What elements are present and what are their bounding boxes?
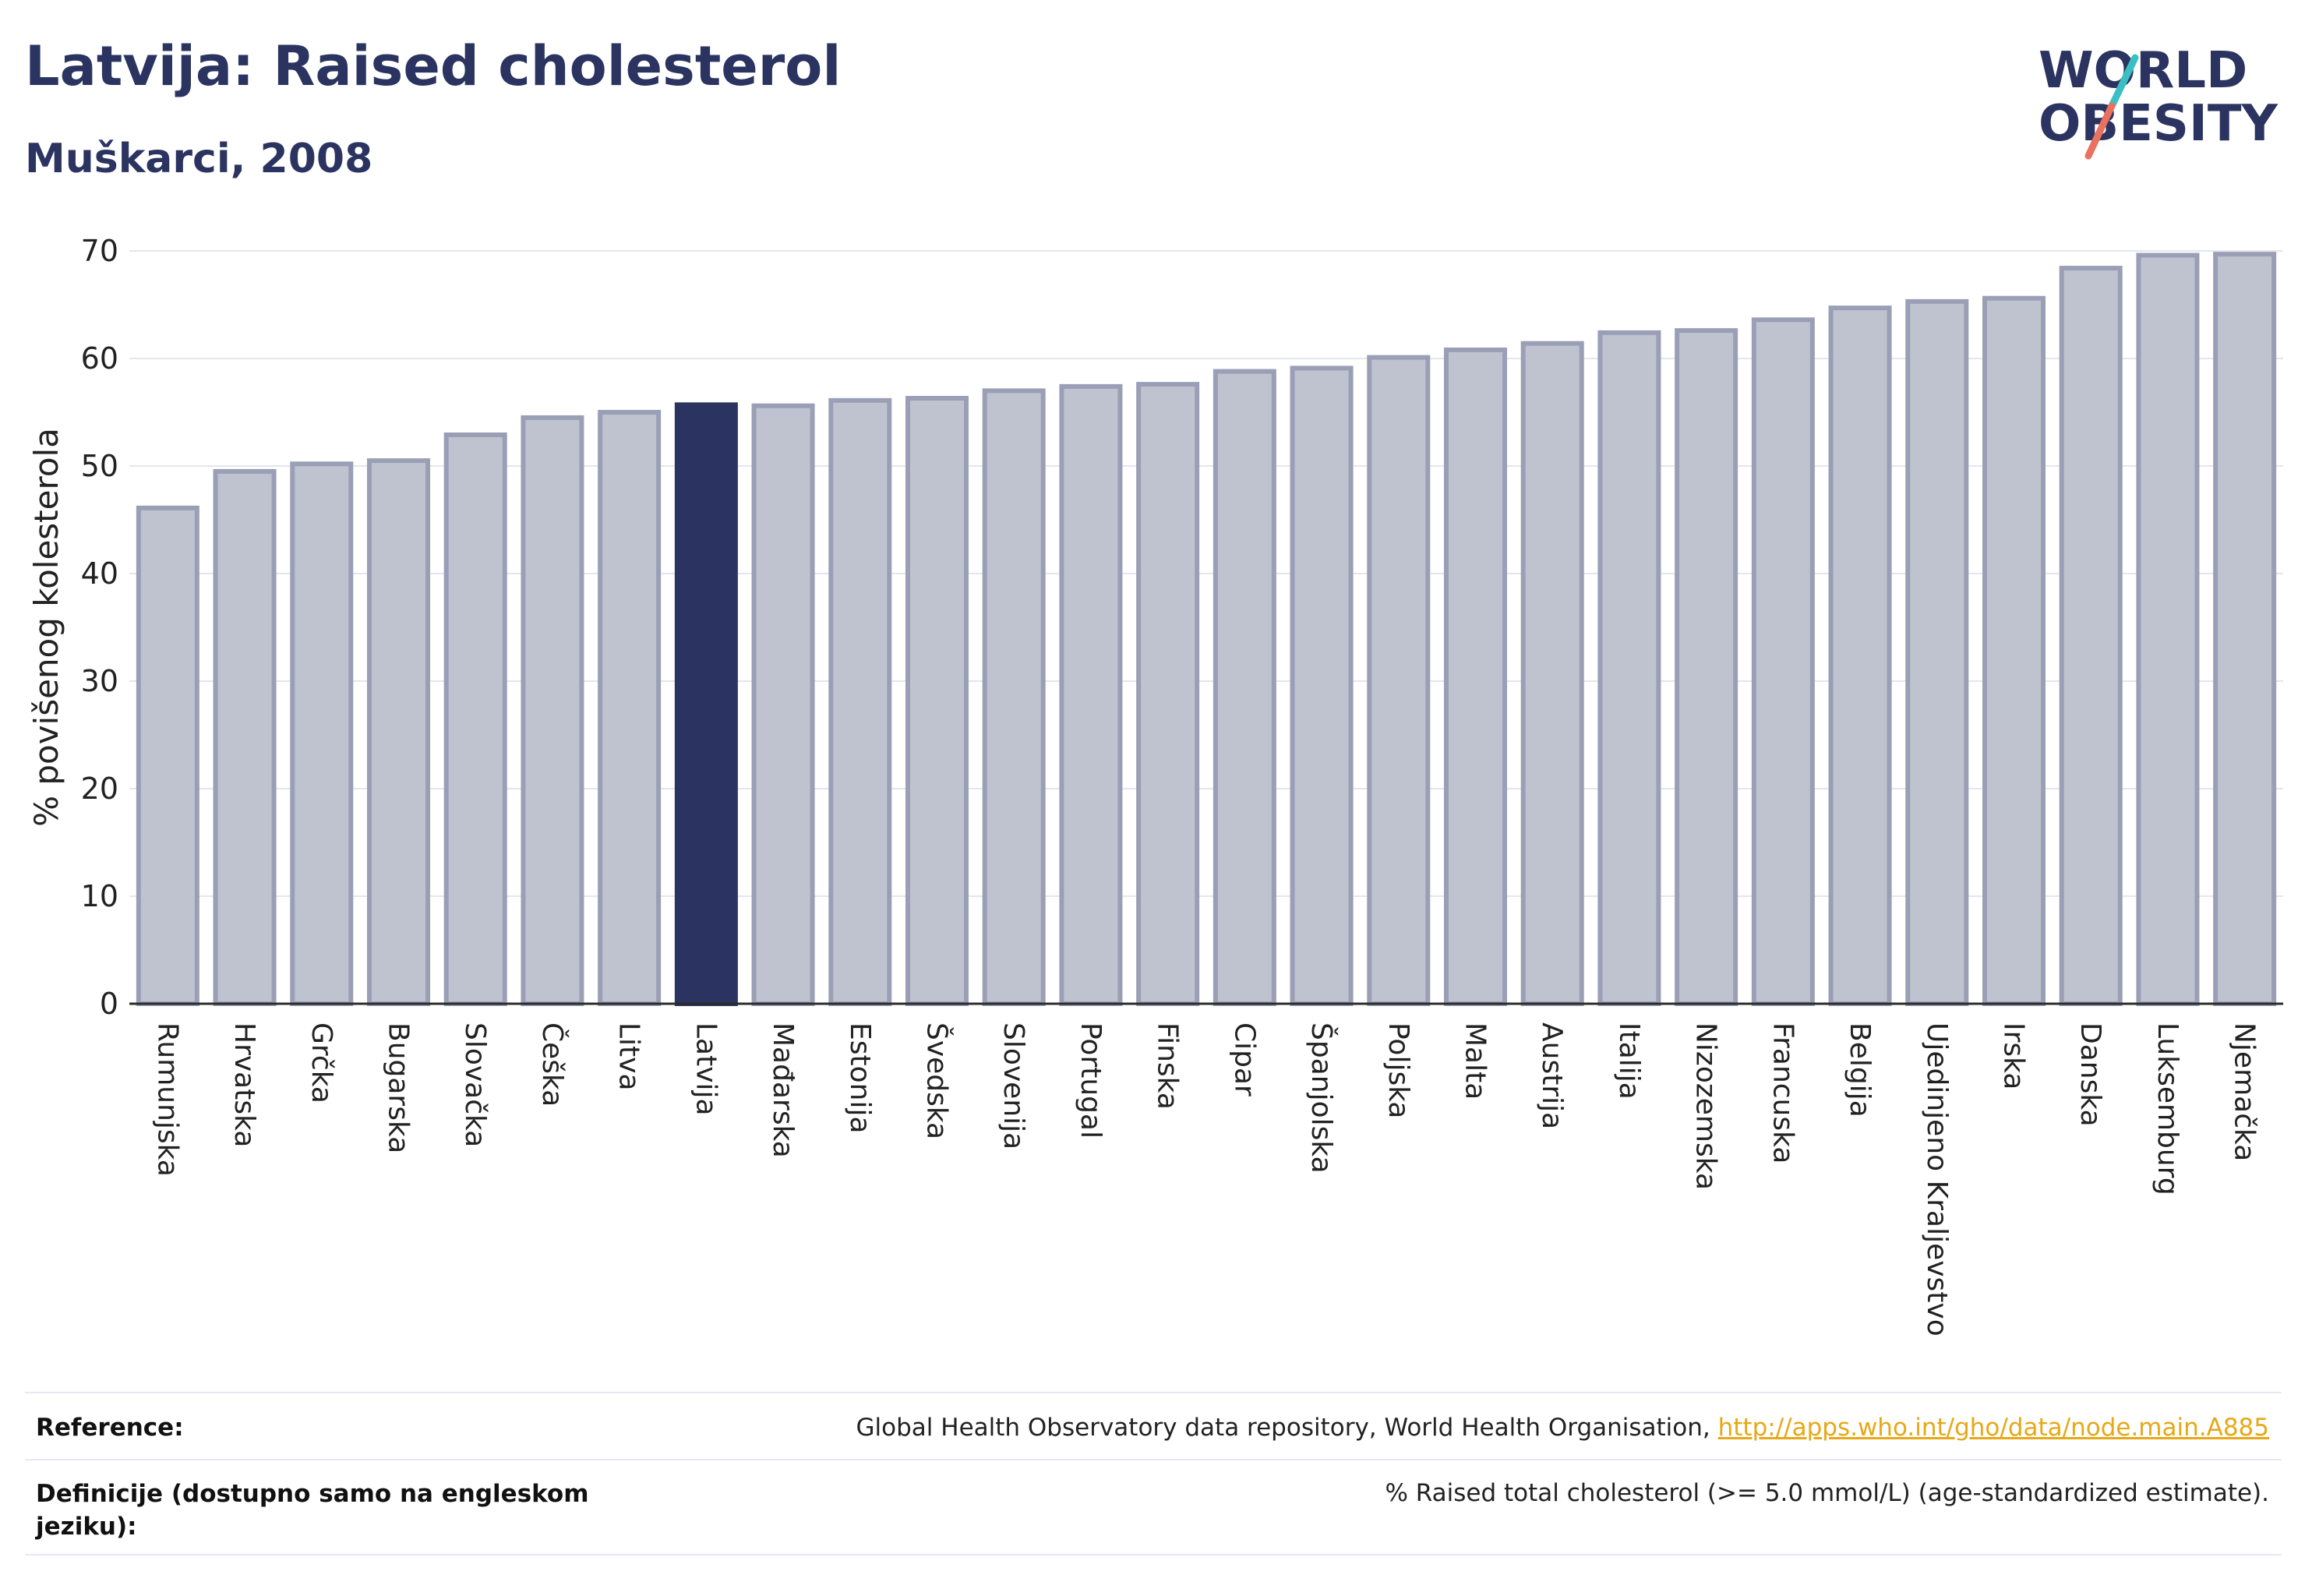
logo-slash-bottom [2084,102,2116,160]
x-tick-label: Belgija [1844,1022,1876,1118]
x-tick-label: Švedska [921,1022,954,1139]
logo-line1: WORLD [2038,42,2247,100]
x-tick-label: Finska [1152,1022,1184,1110]
bar [751,403,815,1006]
bar [1136,382,1200,1006]
x-tick-label: Luksemburg [2151,1022,2183,1195]
bar [290,461,354,1006]
y-tick-label: 40 [81,556,118,591]
y-tick-label: 20 [81,772,118,806]
x-tick-label: Hrvatska [228,1022,260,1147]
bar [2213,252,2277,1006]
page-title: Latvija: Raised cholesterol [25,34,842,98]
bar [1367,355,1431,1006]
y-tick-label: 50 [81,449,118,483]
x-tick-label: Grčka [305,1022,337,1103]
bar [598,410,662,1006]
logo-slash-top [2108,54,2139,110]
page-subtitle: Muškarci, 2008 [25,136,373,182]
x-tick-label: Italija [1613,1022,1645,1100]
bar [1059,383,1123,1006]
bar [1982,295,2046,1007]
x-tick-label: Austrija [1536,1022,1568,1129]
x-tick-label: Bugarska [383,1022,415,1153]
chart-bars [136,252,2277,1007]
world-obesity-logo: WORLD OBESITY [2038,42,2278,160]
reference-text: Global Health Observatory data repositor… [856,1414,1718,1442]
bar [443,432,507,1006]
footer-divider-top [25,1392,2282,1393]
bar [2059,266,2123,1006]
x-tick-label: Češka [536,1022,569,1107]
y-tick-label: 30 [81,664,118,698]
reference-link[interactable]: http://apps.who.int/gho/data/node.main.A… [1717,1414,2269,1442]
bar [1290,365,1354,1007]
x-tick-label: Poljska [1382,1022,1414,1119]
y-tick-label: 0 [100,987,118,1021]
x-tick-label: Nizozemska [1690,1022,1722,1190]
x-tick-label: Estonija [844,1022,876,1134]
x-tick-label: Mađarska [767,1022,799,1158]
x-tick-label: Rumunjska [151,1022,183,1177]
y-axis-ticks: 0 10 20 30 40 50 60 70 [81,234,118,1021]
y-axis-title: % povišenog kolesterola [27,428,65,827]
x-tick-label: Francuska [1767,1022,1798,1163]
x-tick-label: Malta [1460,1022,1491,1100]
x-axis-labels: Rumunjska Hrvatska Grčka Bugarska Slovačka Če… [151,1022,2260,1336]
definition-label: Definicije (dostupno samo na engleskom j… [36,1480,589,1541]
reference-label: Reference: [36,1414,184,1442]
x-tick-label: Slovačka [459,1022,491,1147]
x-tick-label: Latvija [690,1022,722,1116]
x-tick-label: Irska [1998,1022,2030,1089]
bar-highlighted [674,402,738,1006]
bar [1443,347,1508,1006]
x-tick-label: Cipar [1228,1022,1260,1096]
bar [1751,317,1815,1006]
x-tick-label: Ujedinjeno Kraljevstvo [1921,1022,1953,1336]
reference-value: Global Health Observatory data repositor… [856,1414,2269,1442]
bar [521,415,584,1006]
logo-line2: OBESITY [2038,95,2278,153]
bar [982,388,1046,1006]
bar [2136,252,2200,1006]
bar [136,505,199,1006]
bar [1905,298,1969,1006]
x-tick-label: Danska [2074,1022,2106,1127]
x-tick-label: Španjolska [1305,1022,1338,1174]
bar [1597,330,1661,1006]
x-tick-label: Litva [613,1022,645,1091]
x-tick-label: Slovenija [997,1022,1029,1149]
bar [213,468,277,1006]
bar [1675,328,1738,1006]
y-tick-label: 10 [81,879,118,913]
footer-divider-middle [25,1459,2282,1460]
bar [1828,305,1892,1006]
x-tick-label: Portugal [1075,1022,1107,1139]
bar [905,396,969,1006]
bar [828,397,892,1006]
x-tick-label: Njemačka [2229,1022,2261,1161]
y-tick-label: 70 [81,234,118,268]
bar [1520,341,1584,1006]
bar [1213,369,1276,1006]
y-tick-label: 60 [81,341,118,376]
bar-chart: 0 10 20 30 40 50 60 70 Rumunjska Hrvatska Grčka Bu… [27,234,2283,1336]
bar [366,458,431,1006]
footer-divider-bottom [25,1554,2282,1555]
definition-value: % Raised total cholesterol (>= 5.0 mmol/… [1385,1479,2269,1507]
